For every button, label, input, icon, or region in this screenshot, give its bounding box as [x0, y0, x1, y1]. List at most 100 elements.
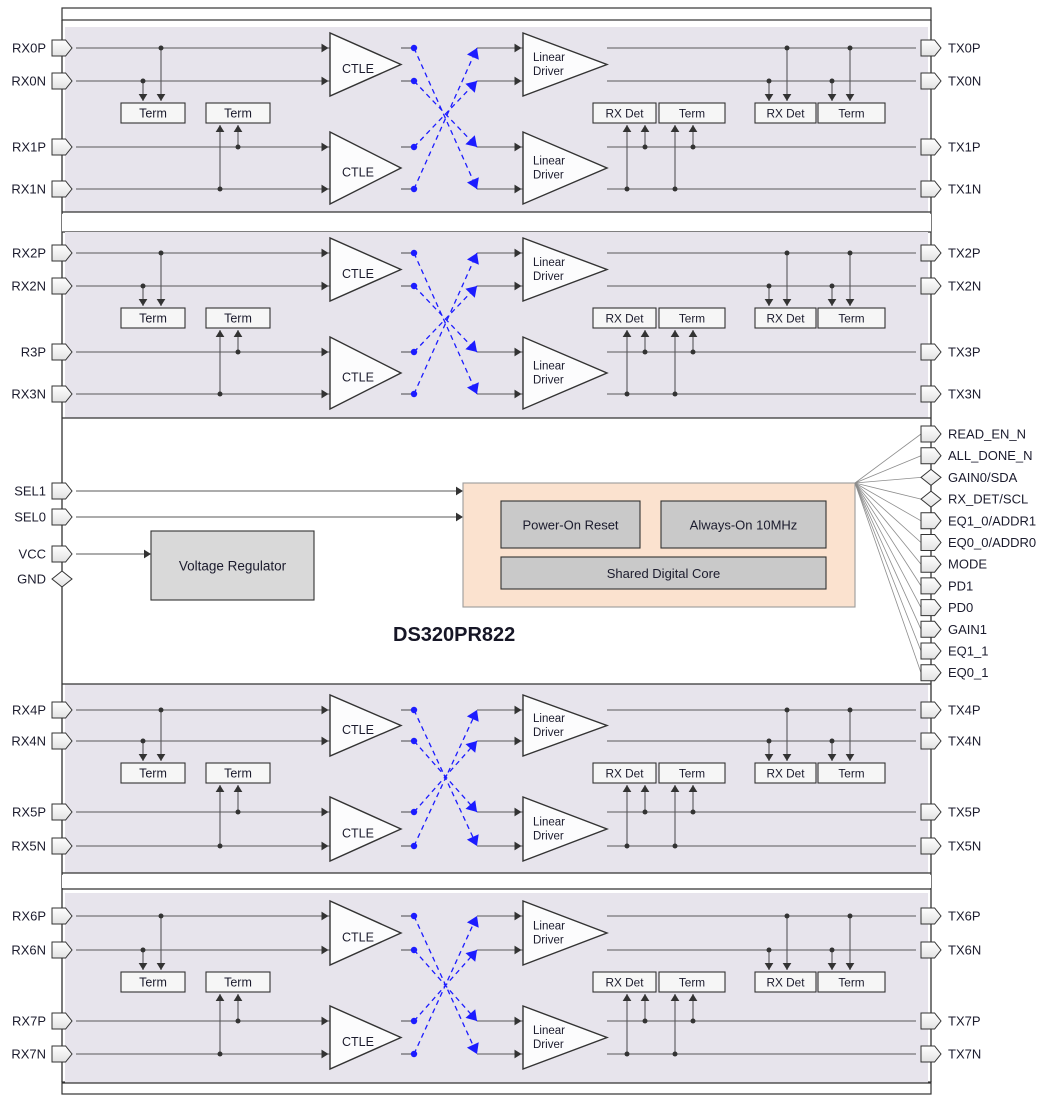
svg-text:Driver: Driver [533, 170, 564, 182]
svg-text:Driver: Driver [533, 831, 564, 843]
svg-text:TX0P: TX0P [948, 41, 981, 56]
svg-text:TX1N: TX1N [948, 182, 981, 197]
svg-text:RX Det: RX Det [605, 976, 644, 990]
svg-text:Shared Digital Core: Shared Digital Core [607, 566, 720, 581]
svg-text:Term: Term [224, 107, 252, 121]
svg-text:Term: Term [139, 312, 167, 326]
svg-text:Driver: Driver [533, 66, 564, 78]
svg-text:RX1P: RX1P [12, 140, 46, 155]
svg-text:CTLE: CTLE [342, 827, 374, 841]
svg-text:Term: Term [679, 312, 705, 326]
svg-text:Term: Term [679, 976, 705, 990]
svg-text:Term: Term [224, 976, 252, 990]
svg-text:TX7P: TX7P [948, 1014, 981, 1029]
svg-text:DS320PR822: DS320PR822 [393, 624, 515, 646]
svg-text:TX1P: TX1P [948, 140, 981, 155]
svg-text:GAIN0/SDA: GAIN0/SDA [948, 470, 1018, 485]
svg-text:Linear: Linear [533, 921, 565, 933]
svg-text:TX2P: TX2P [948, 246, 981, 261]
svg-text:Term: Term [139, 767, 167, 781]
svg-text:RX0N: RX0N [11, 74, 46, 89]
svg-text:Term: Term [224, 312, 252, 326]
svg-text:PD1: PD1 [948, 578, 973, 593]
svg-text:TX3P: TX3P [948, 345, 981, 360]
svg-text:CTLE: CTLE [342, 723, 374, 737]
svg-text:RX4N: RX4N [11, 734, 46, 749]
svg-text:EQ0_0/ADDR0: EQ0_0/ADDR0 [948, 535, 1036, 550]
svg-text:MODE: MODE [948, 557, 987, 572]
svg-text:Linear: Linear [533, 1025, 565, 1037]
svg-text:CTLE: CTLE [342, 166, 374, 180]
svg-text:CTLE: CTLE [342, 931, 374, 945]
svg-text:TX6N: TX6N [948, 943, 981, 958]
svg-text:TX4P: TX4P [948, 703, 981, 718]
svg-text:Term: Term [139, 976, 167, 990]
svg-text:Term: Term [679, 107, 705, 121]
svg-text:Linear: Linear [533, 713, 565, 725]
svg-text:RX6P: RX6P [12, 909, 46, 924]
svg-text:Linear: Linear [533, 257, 565, 269]
svg-text:CTLE: CTLE [342, 62, 374, 76]
svg-text:CTLE: CTLE [342, 1035, 374, 1049]
svg-text:Power-On Reset: Power-On Reset [522, 518, 618, 533]
svg-text:RX1N: RX1N [11, 182, 46, 197]
svg-text:RX Det: RX Det [605, 767, 644, 781]
svg-text:GAIN1: GAIN1 [948, 622, 987, 637]
svg-text:CTLE: CTLE [342, 267, 374, 281]
svg-text:RX_DET/SCL: RX_DET/SCL [948, 492, 1028, 507]
svg-text:Term: Term [679, 767, 705, 781]
svg-text:Term: Term [838, 767, 864, 781]
svg-text:RX5P: RX5P [12, 805, 46, 820]
svg-text:SEL1: SEL1 [14, 484, 46, 499]
svg-text:TX5P: TX5P [948, 805, 981, 820]
svg-text:RX0P: RX0P [12, 41, 46, 56]
svg-text:RX4P: RX4P [12, 703, 46, 718]
svg-text:RX2N: RX2N [11, 279, 46, 294]
svg-text:ALL_DONE_N: ALL_DONE_N [948, 448, 1033, 463]
svg-text:Linear: Linear [533, 361, 565, 373]
svg-text:RX3N: RX3N [11, 387, 46, 402]
svg-text:Linear: Linear [533, 156, 565, 168]
svg-text:RX5N: RX5N [11, 839, 46, 854]
svg-text:TX3N: TX3N [948, 387, 981, 402]
svg-text:RX Det: RX Det [605, 107, 644, 121]
svg-text:RX Det: RX Det [766, 767, 805, 781]
svg-text:Term: Term [838, 976, 864, 990]
svg-text:Term: Term [838, 312, 864, 326]
svg-text:EQ1_1: EQ1_1 [948, 644, 988, 659]
svg-text:TX0N: TX0N [948, 74, 981, 89]
svg-text:READ_EN_N: READ_EN_N [948, 427, 1026, 442]
svg-text:R3P: R3P [21, 345, 46, 360]
svg-text:Driver: Driver [533, 271, 564, 283]
svg-text:RX Det: RX Det [766, 976, 805, 990]
svg-text:GND: GND [17, 572, 46, 587]
svg-text:RX2P: RX2P [12, 246, 46, 261]
svg-text:EQ0_1: EQ0_1 [948, 665, 988, 680]
svg-text:Linear: Linear [533, 817, 565, 829]
svg-text:Term: Term [139, 107, 167, 121]
svg-text:SEL0: SEL0 [14, 510, 46, 525]
svg-text:Driver: Driver [533, 375, 564, 387]
svg-text:TX7N: TX7N [948, 1047, 981, 1062]
svg-text:TX6P: TX6P [948, 909, 981, 924]
svg-text:RX Det: RX Det [605, 312, 644, 326]
svg-text:Always-On 10MHz: Always-On 10MHz [690, 518, 798, 533]
svg-text:PD0: PD0 [948, 600, 973, 615]
svg-text:TX2N: TX2N [948, 279, 981, 294]
svg-text:EQ1_0/ADDR1: EQ1_0/ADDR1 [948, 513, 1036, 528]
svg-text:VCC: VCC [19, 547, 46, 562]
svg-text:RX6N: RX6N [11, 943, 46, 958]
svg-text:Driver: Driver [533, 935, 564, 947]
svg-text:RX Det: RX Det [766, 312, 805, 326]
svg-text:RX7N: RX7N [11, 1047, 46, 1062]
svg-text:CTLE: CTLE [342, 371, 374, 385]
svg-text:Voltage Regulator: Voltage Regulator [179, 559, 287, 574]
svg-text:Driver: Driver [533, 727, 564, 739]
svg-text:TX4N: TX4N [948, 734, 981, 749]
svg-text:Driver: Driver [533, 1039, 564, 1051]
svg-text:TX5N: TX5N [948, 839, 981, 854]
svg-text:Term: Term [838, 107, 864, 121]
svg-text:RX7P: RX7P [12, 1014, 46, 1029]
svg-text:Linear: Linear [533, 52, 565, 64]
svg-text:RX Det: RX Det [766, 107, 805, 121]
